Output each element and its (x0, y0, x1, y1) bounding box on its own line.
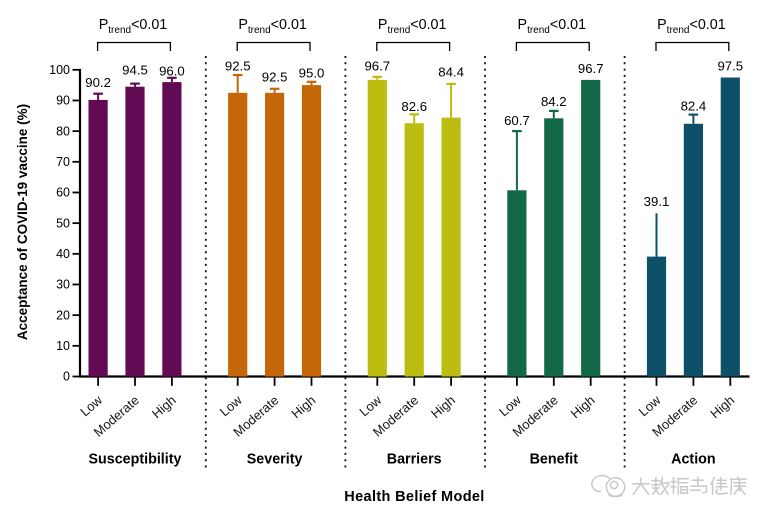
svg-text:Ptrend<0.01: Ptrend<0.01 (99, 17, 168, 36)
svg-text:82.6: 82.6 (401, 99, 427, 114)
svg-text:30: 30 (56, 278, 70, 292)
svg-text:40: 40 (56, 247, 70, 261)
svg-text:90.2: 90.2 (85, 75, 111, 90)
svg-text:60.7: 60.7 (504, 113, 530, 128)
svg-text:95.0: 95.0 (299, 65, 325, 80)
svg-text:96.7: 96.7 (578, 61, 604, 76)
svg-text:94.5: 94.5 (122, 63, 148, 78)
svg-text:20: 20 (56, 308, 70, 322)
svg-text:96.7: 96.7 (364, 59, 390, 74)
svg-text:100: 100 (49, 63, 70, 77)
svg-text:Ptrend<0.01: Ptrend<0.01 (238, 17, 307, 36)
svg-text:82.4: 82.4 (681, 99, 707, 114)
svg-text:Health Belief Model: Health Belief Model (344, 489, 484, 505)
svg-text:Benefit: Benefit (530, 452, 579, 468)
svg-text:80: 80 (56, 124, 70, 138)
svg-text:84.4: 84.4 (438, 64, 464, 79)
svg-text:70: 70 (56, 155, 70, 169)
svg-text:Susceptibility: Susceptibility (89, 452, 182, 468)
svg-text:0: 0 (63, 370, 70, 384)
svg-text:Acceptance of COVID-19 vaccine: Acceptance of COVID-19 vaccine (%) (15, 104, 30, 340)
svg-text:39.1: 39.1 (644, 194, 670, 209)
svg-text:60: 60 (56, 186, 70, 200)
svg-text:92.5: 92.5 (225, 59, 251, 74)
svg-text:Barriers: Barriers (387, 452, 442, 468)
svg-text:90: 90 (56, 94, 70, 108)
svg-text:50: 50 (56, 216, 70, 230)
svg-text:97.5: 97.5 (717, 58, 743, 73)
svg-text:Severity: Severity (247, 452, 303, 468)
svg-text:10: 10 (56, 339, 70, 353)
svg-text:Action: Action (671, 452, 715, 468)
svg-text:92.5: 92.5 (262, 69, 288, 84)
svg-text:96.0: 96.0 (159, 63, 185, 78)
svg-text:84.2: 84.2 (541, 94, 567, 109)
